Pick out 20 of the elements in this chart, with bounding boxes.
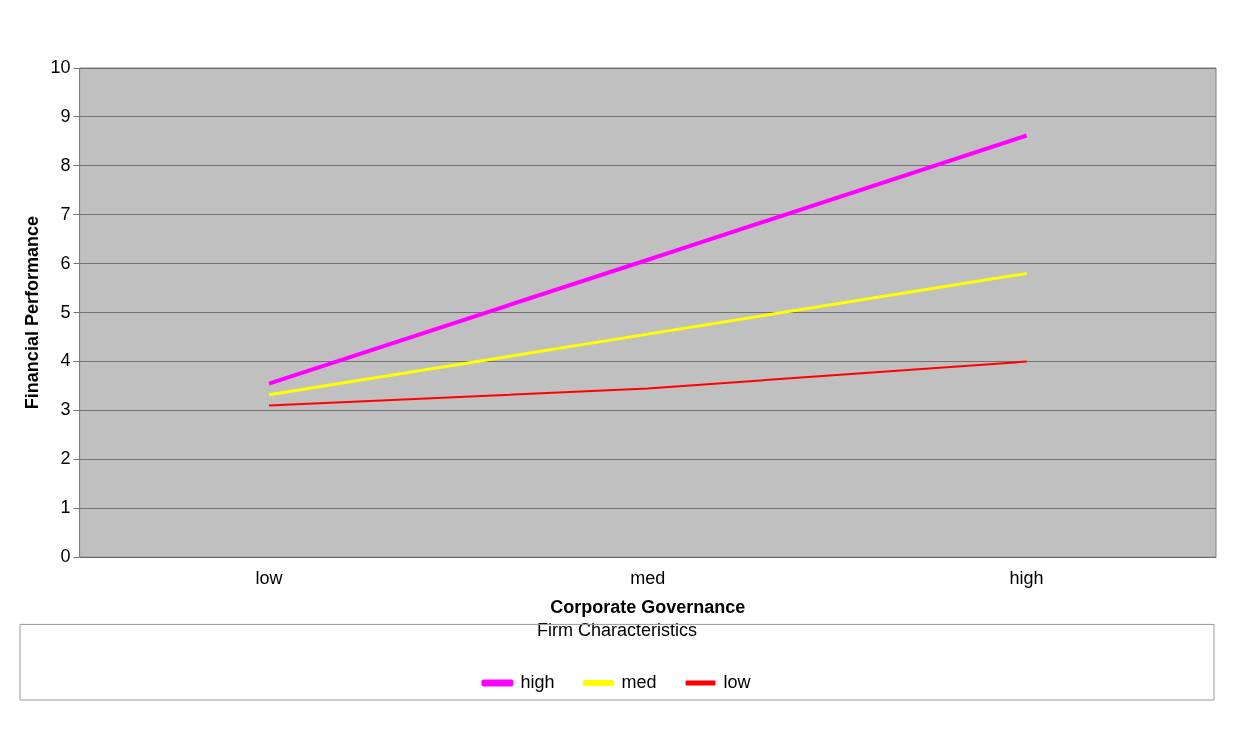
x-tick-label: high xyxy=(1009,567,1044,588)
x-axis-title: Corporate Governance xyxy=(550,596,746,617)
y-tick-label: 3 xyxy=(60,399,71,420)
y-tick-label: 0 xyxy=(60,546,71,567)
y-tick-label: 2 xyxy=(60,448,71,469)
y-axis-title: Financial Performance xyxy=(21,216,42,410)
y-tick-label: 6 xyxy=(60,252,71,273)
x-tick-label: med xyxy=(630,567,666,588)
x-tick-label: low xyxy=(255,567,284,588)
y-tick-label: 10 xyxy=(50,56,71,77)
legend-label: high xyxy=(520,671,555,692)
legend-label: low xyxy=(723,671,752,692)
y-tick-label: 7 xyxy=(60,203,71,224)
legend-title: Firm Characteristics xyxy=(536,620,698,641)
y-tick-label: 4 xyxy=(60,350,71,371)
y-tick-label: 5 xyxy=(60,301,71,322)
legend-label: med xyxy=(621,671,657,692)
y-tick-label: 1 xyxy=(60,497,71,518)
y-tick-label: 9 xyxy=(60,105,71,126)
y-tick-label: 8 xyxy=(60,154,71,175)
